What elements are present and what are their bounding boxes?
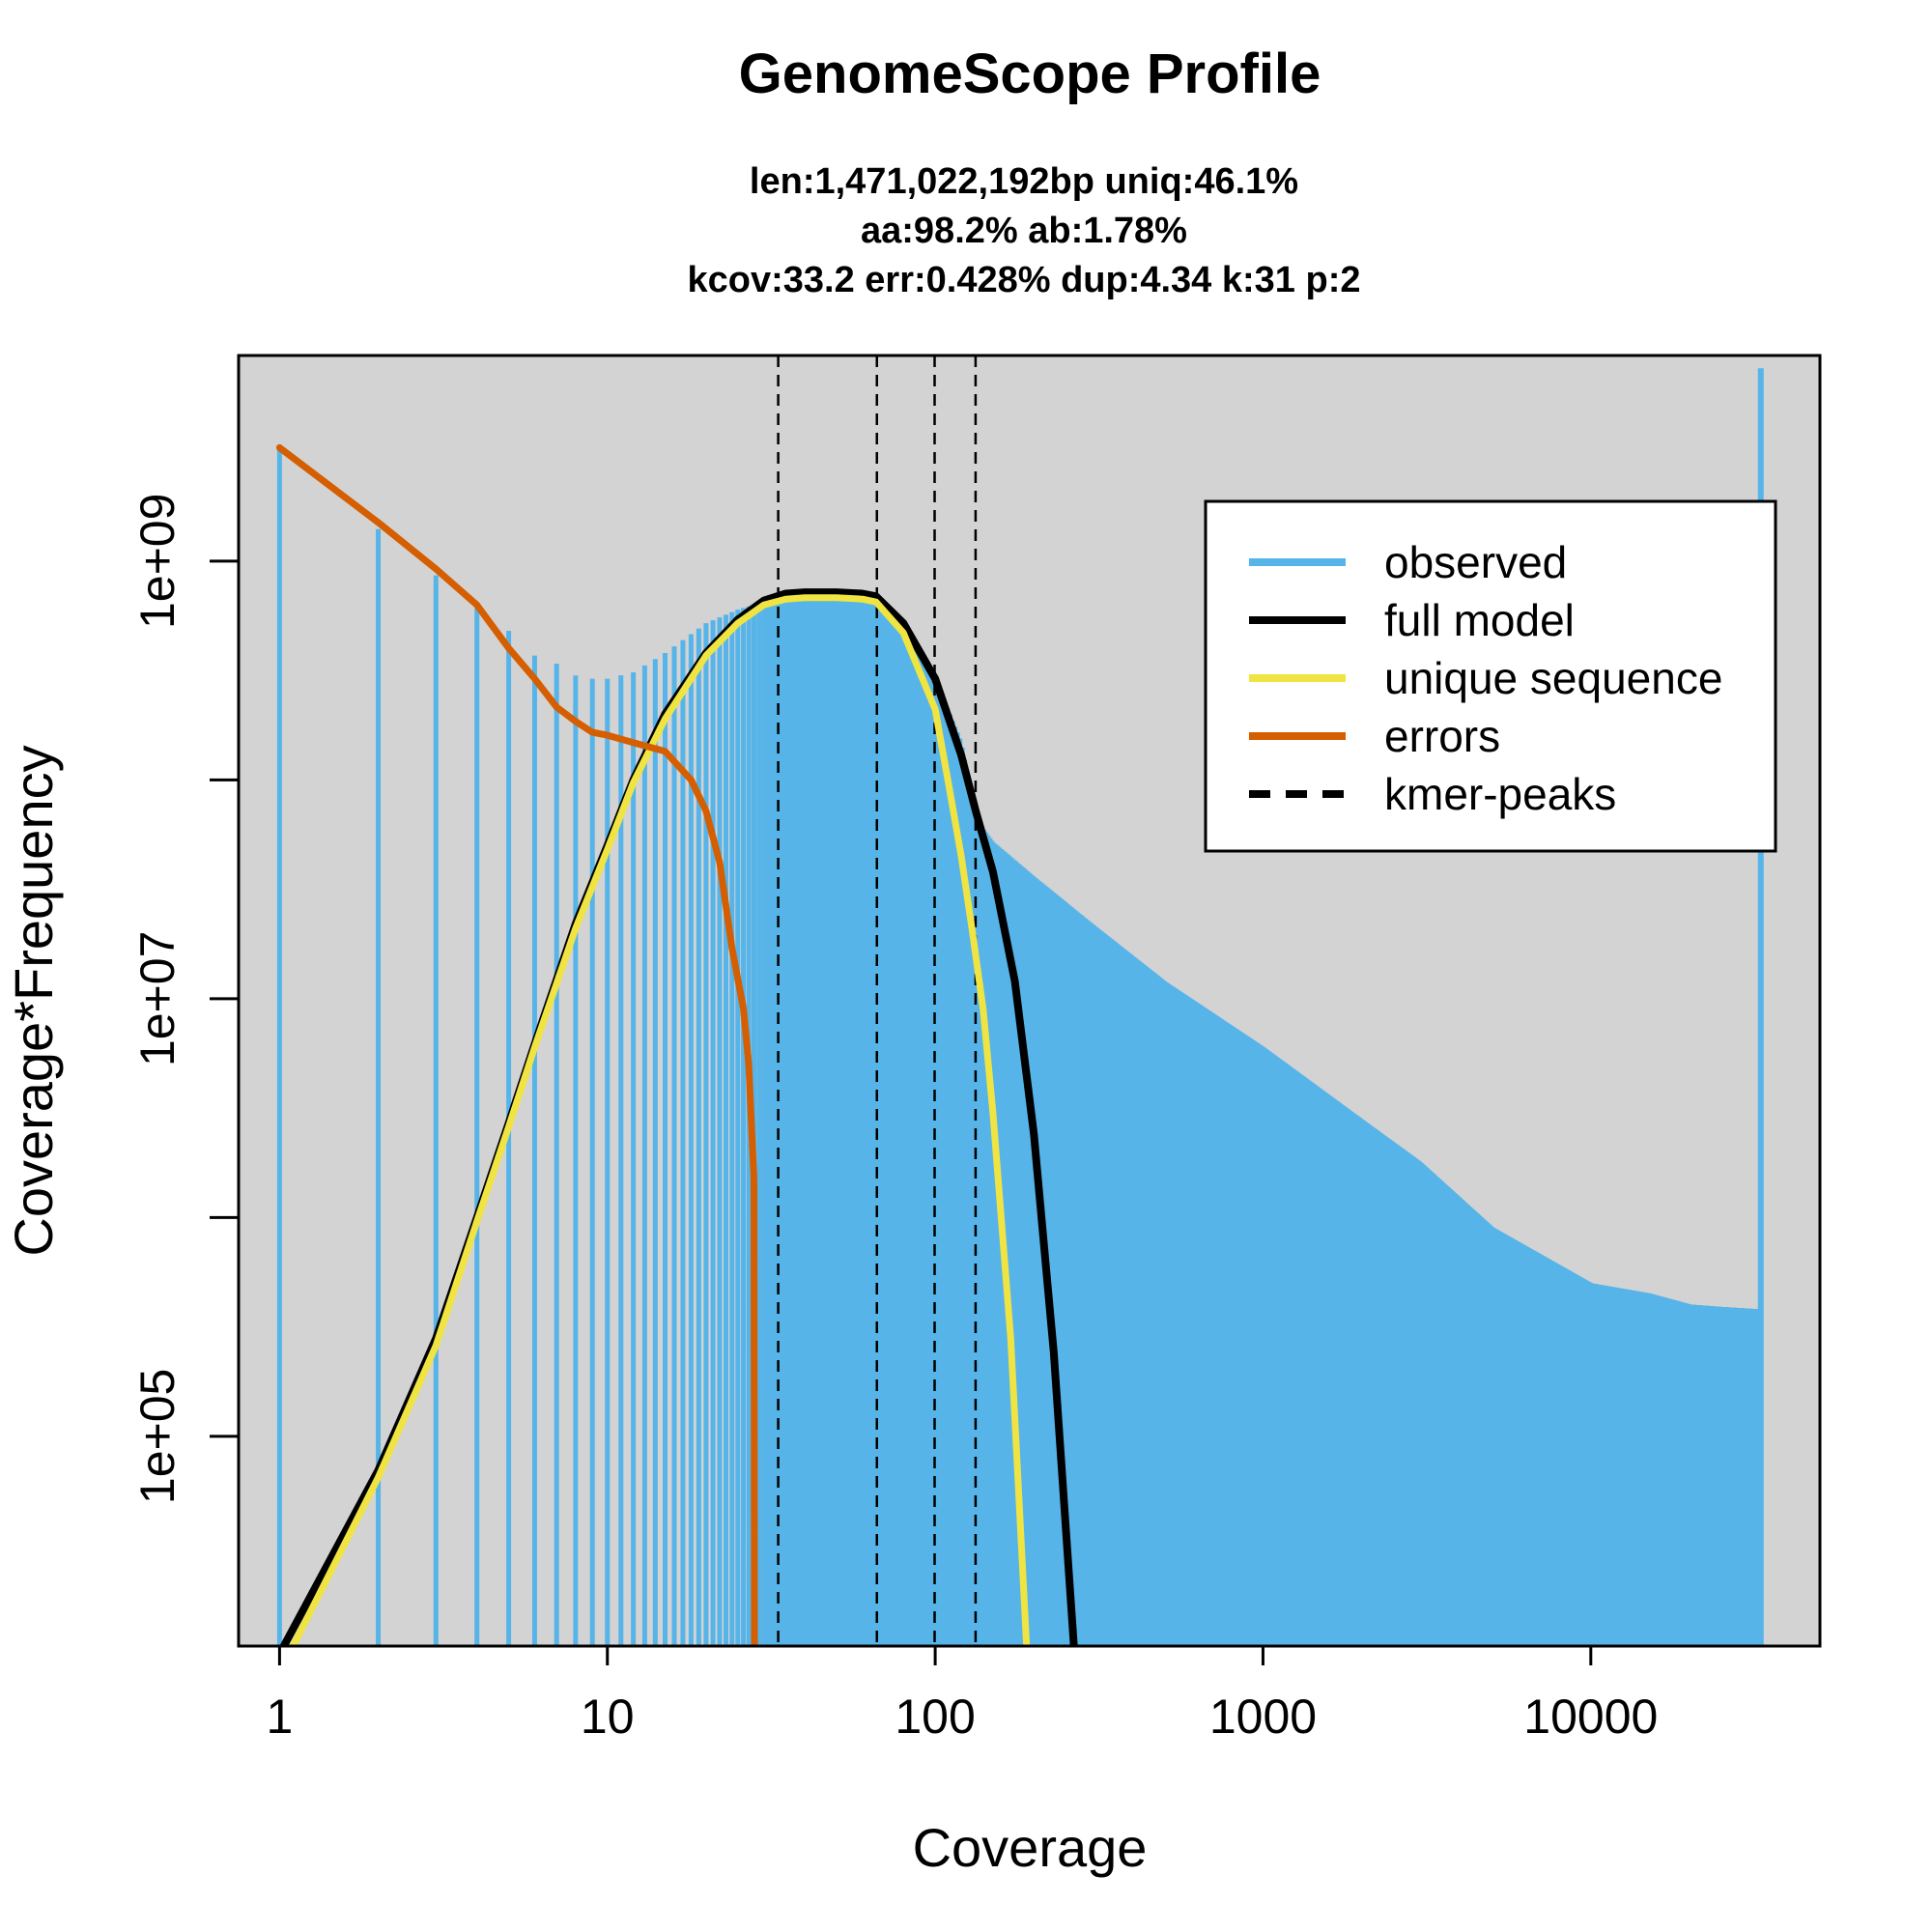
observed-area (785, 594, 1761, 1646)
kmer-peaks-lines (777, 355, 978, 1646)
y-axis: 1e+05 1e+07 1e+09 (130, 494, 239, 1504)
chart-subtitle-line-2: aa:98.2% ab:1.78% (861, 211, 1187, 251)
x-tick-label: 1 (266, 1690, 293, 1744)
x-tick-label: 100 (895, 1690, 975, 1744)
y-tick-label: 1e+09 (130, 494, 185, 629)
x-axis-title: Coverage (913, 1817, 1148, 1878)
observed-series (276, 368, 1764, 1646)
legend-label: unique sequence (1384, 653, 1722, 703)
x-tick-label: 10 (581, 1690, 635, 1744)
y-tick-label: 1e+07 (130, 931, 185, 1066)
legend-label: full model (1384, 595, 1575, 645)
model-curves (275, 443, 1078, 1646)
y-axis-title: Coverage*Frequency (3, 745, 64, 1256)
chart-title: GenomeScope Profile (739, 43, 1321, 105)
plot-frame (237, 354, 1822, 1648)
x-axis: 1 10 100 1000 10000 (266, 1646, 1658, 1744)
chart-subtitle-line-3: kcov:33.2 err:0.428% dup:4.34 k:31 p:2 (687, 260, 1360, 300)
x-tick-label: 10000 (1523, 1690, 1658, 1744)
y-tick-label: 1e+05 (130, 1369, 185, 1504)
unique-sequence-curve (289, 594, 1031, 1646)
errors-curve (275, 443, 758, 1646)
legend-label: observed (1384, 537, 1567, 587)
legend: observed full model unique sequence errors k… (1204, 499, 1777, 853)
chart-subtitle-line-1: len:1,471,022,192bp uniq:46.1% (750, 161, 1298, 202)
legend-label: kmer-peaks (1384, 769, 1616, 819)
x-tick-label: 1000 (1209, 1690, 1317, 1744)
legend-label: errors (1384, 711, 1500, 761)
